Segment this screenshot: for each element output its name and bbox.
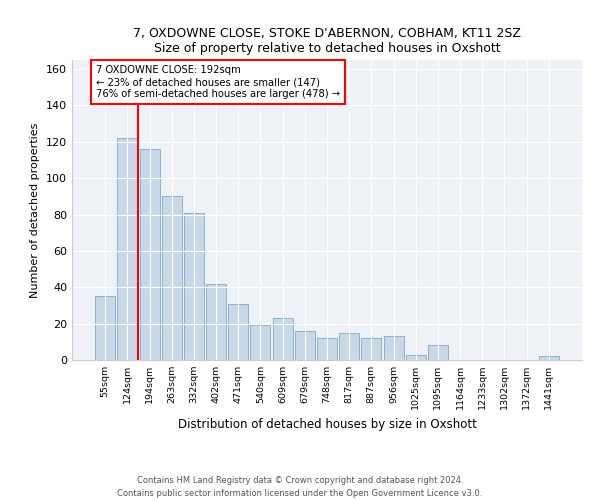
Bar (383, 336, 404, 360)
Bar (162, 196, 182, 360)
Y-axis label: Number of detached properties: Number of detached properties (31, 122, 40, 298)
Bar (140, 149, 160, 360)
Bar (339, 332, 359, 360)
Bar (95, 296, 115, 360)
Bar (272, 318, 293, 360)
Bar (295, 331, 315, 360)
Bar (184, 212, 204, 360)
Bar (428, 346, 448, 360)
Bar (361, 338, 382, 360)
Text: Contains HM Land Registry data © Crown copyright and database right 2024.
Contai: Contains HM Land Registry data © Crown c… (118, 476, 482, 498)
Bar (539, 356, 559, 360)
Bar (118, 138, 137, 360)
Bar (250, 326, 271, 360)
Bar (206, 284, 226, 360)
X-axis label: Distribution of detached houses by size in Oxshott: Distribution of detached houses by size … (178, 418, 476, 430)
Bar (228, 304, 248, 360)
Bar (406, 354, 426, 360)
Text: 7 OXDOWNE CLOSE: 192sqm
← 23% of detached houses are smaller (147)
76% of semi-d: 7 OXDOWNE CLOSE: 192sqm ← 23% of detache… (96, 66, 340, 98)
Bar (317, 338, 337, 360)
Title: 7, OXDOWNE CLOSE, STOKE D'ABERNON, COBHAM, KT11 2SZ
Size of property relative to: 7, OXDOWNE CLOSE, STOKE D'ABERNON, COBHA… (133, 26, 521, 54)
